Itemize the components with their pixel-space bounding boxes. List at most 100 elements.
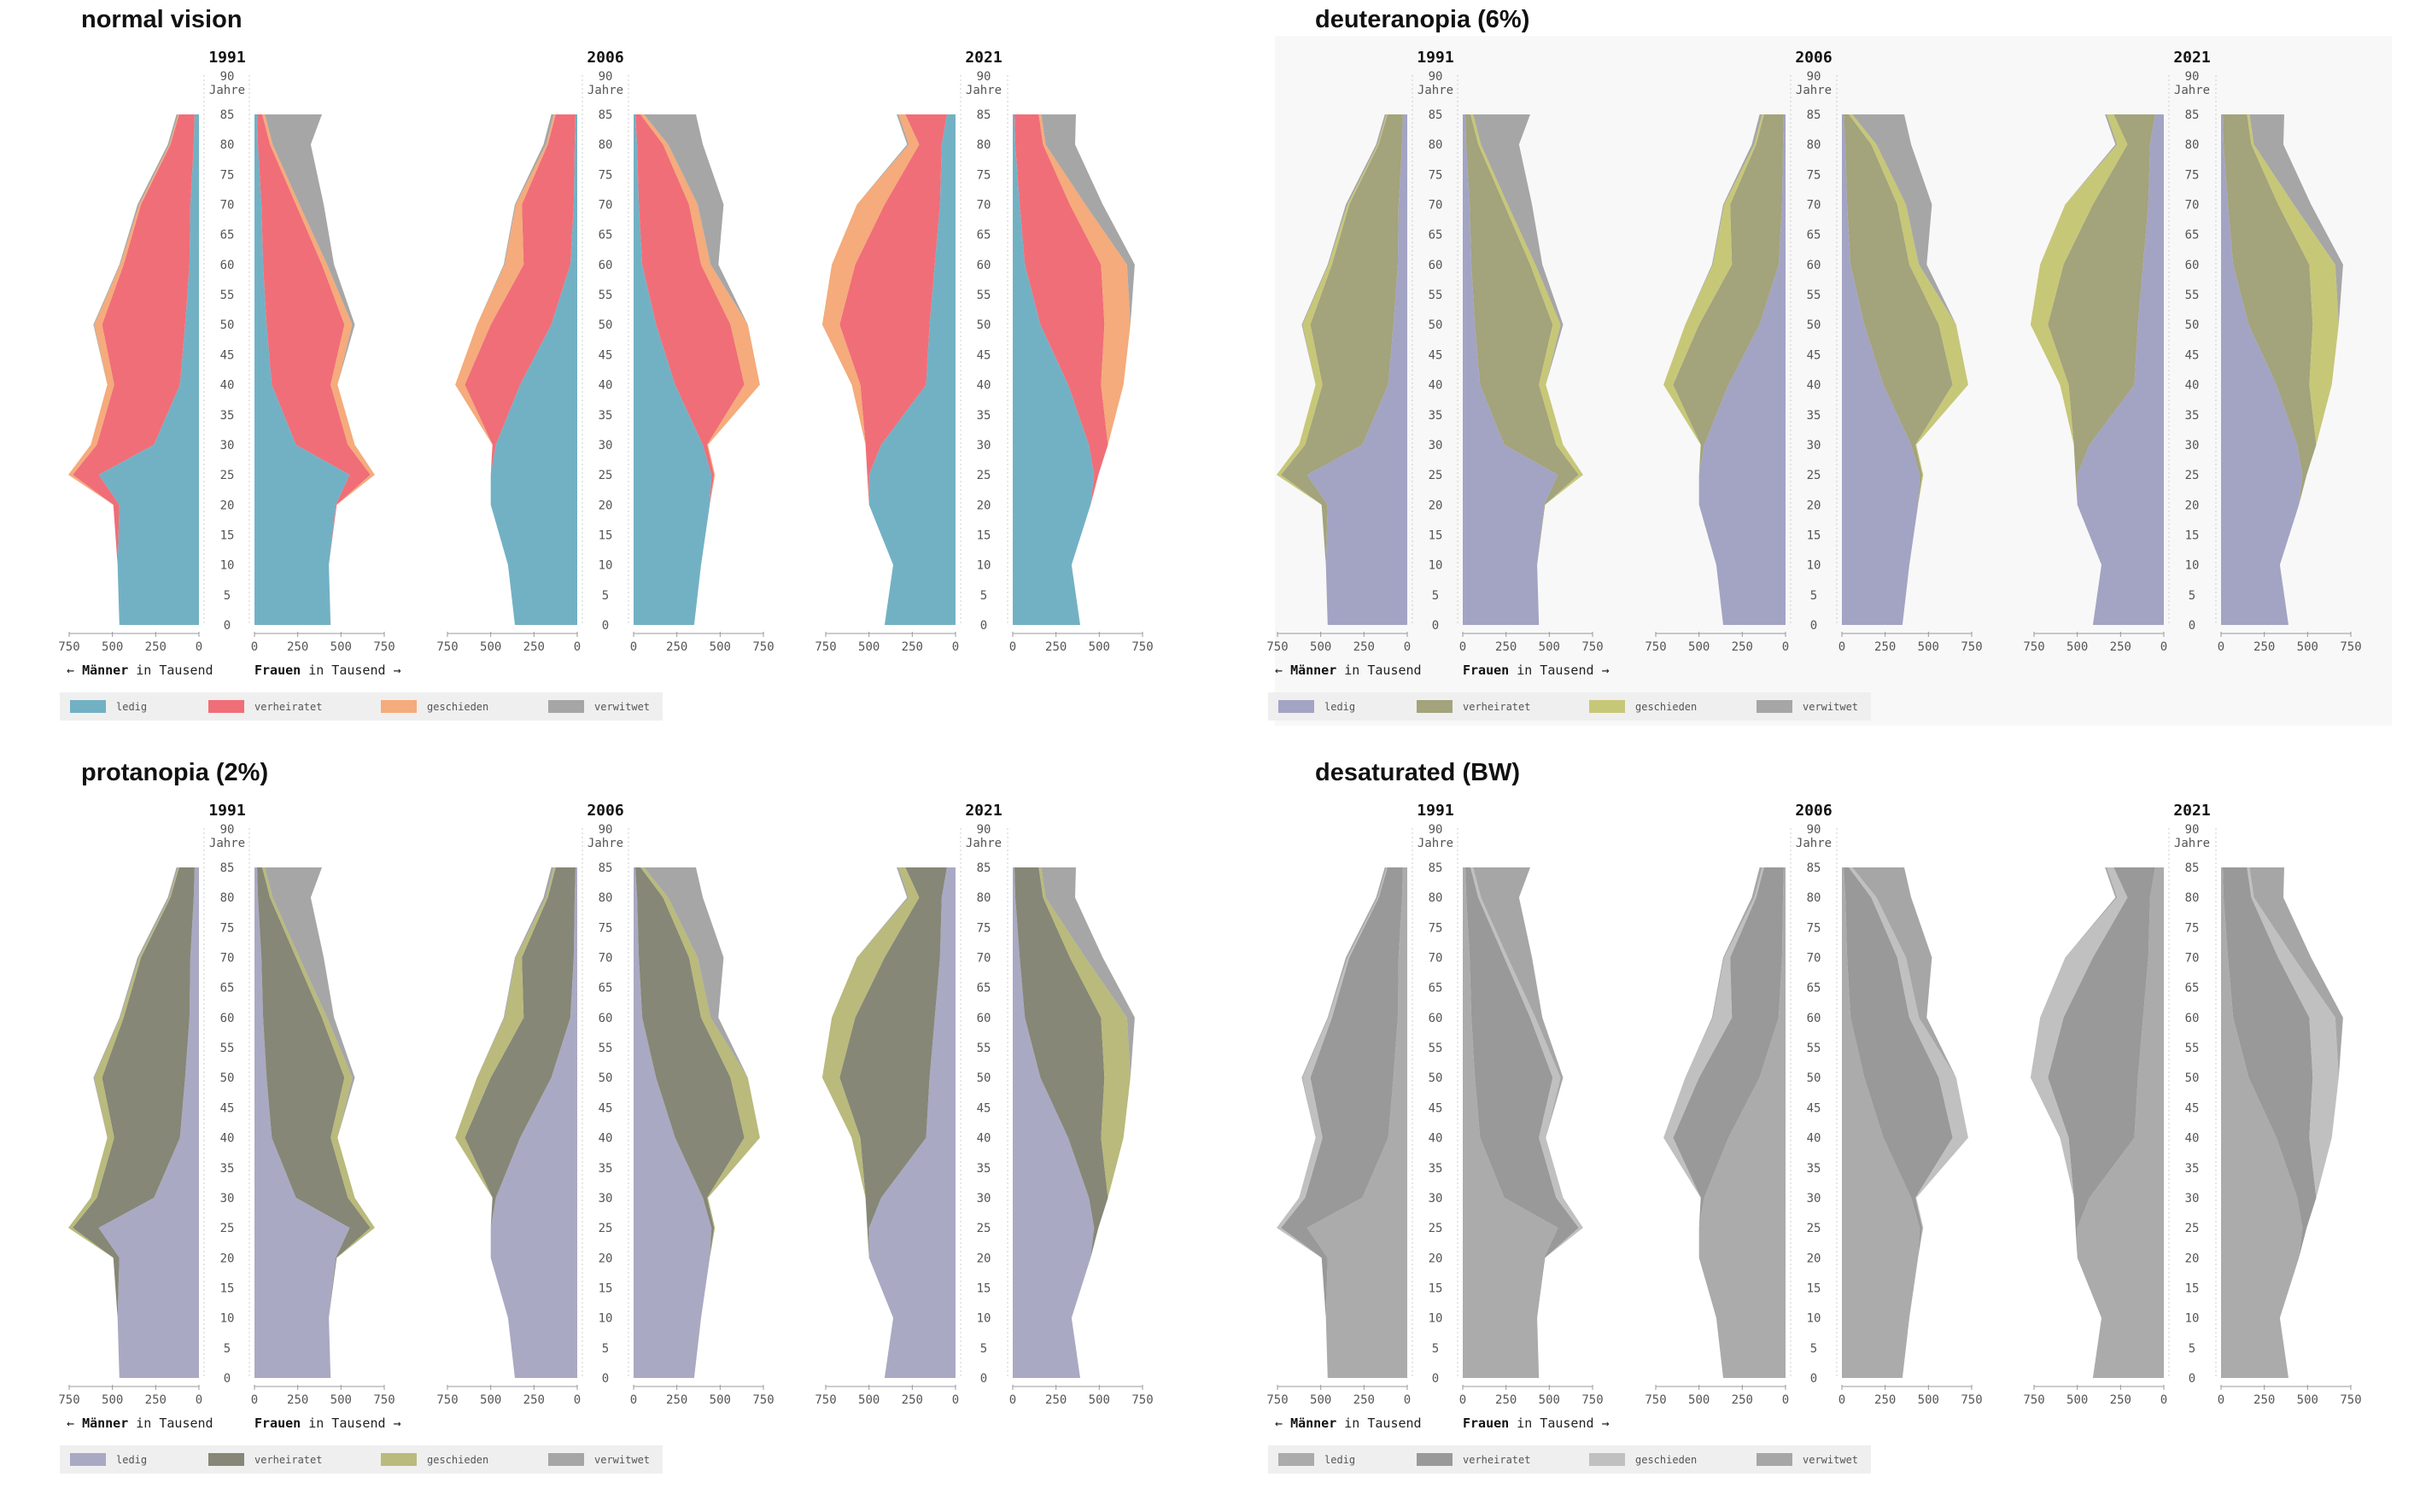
age-tick-label: 45: [977, 1101, 991, 1115]
legend-label-verheiratet: verheiratet: [1463, 1454, 1530, 1466]
x-tick-label: 250: [666, 1393, 687, 1407]
age-tick-label: 5: [1810, 589, 1817, 603]
x-tick-label: 0: [2218, 640, 2224, 654]
x-tick-label: 750: [1581, 1393, 1603, 1407]
women-unit: in Tausend: [1509, 1416, 1601, 1431]
x-tick-label: 250: [287, 640, 308, 654]
age-tick-label: 30: [599, 1192, 613, 1206]
age-tick-label: 0: [602, 619, 609, 633]
year-label: 2021: [2173, 802, 2210, 820]
age-tick-label: 75: [2185, 921, 2200, 935]
area-maenner-geschieden: [821, 114, 920, 625]
legend-swatch-geschieden: [1589, 1453, 1625, 1466]
age-tick-label: 15: [1807, 1281, 1821, 1295]
age-tick-label: 45: [1807, 1101, 1821, 1115]
age-tick-label: 25: [1807, 469, 1821, 482]
age-unit-label: Jahre: [966, 84, 1002, 97]
arrow-left-icon: ←: [67, 1416, 82, 1431]
age-tick-label: 30: [977, 439, 991, 452]
pyramid-2006: 2006 750 500 250 0 0 250 500 750 0 5 10 15 20 25 30 35 40…: [1645, 49, 1982, 654]
area-maenner-ledig: [98, 114, 199, 625]
men-axis-caption: ← Männer in Tausend: [1275, 663, 1422, 678]
area-maenner-ledig: [1306, 114, 1407, 625]
age-tick-label: 85: [1807, 861, 1821, 875]
x-tick-label: 250: [2253, 640, 2275, 654]
age-tick-label: 30: [2185, 439, 2200, 452]
age-tick-label: 30: [220, 439, 235, 452]
women-unit: in Tausend: [301, 663, 393, 678]
age-tick-label: 55: [1807, 289, 1821, 302]
year-label: 1991: [208, 802, 245, 820]
area-maenner-verheiratet: [1673, 114, 1784, 625]
age-tick-label: 10: [220, 1312, 235, 1326]
age-tick-label: 65: [977, 982, 991, 995]
age-tick-label: 75: [220, 921, 235, 935]
age-tick-label: 55: [599, 1042, 613, 1055]
age-tick-label: 70: [977, 952, 991, 966]
legend-label-ledig: ledig: [1324, 1454, 1355, 1466]
area-maenner-verheiratet: [1673, 867, 1784, 1378]
area-maenner-ledig: [98, 867, 199, 1378]
area-frauen-verheiratet: [635, 867, 745, 1378]
age-tick-label: 50: [1807, 1071, 1821, 1085]
x-tick-label: 0: [1459, 640, 1466, 654]
age-tick-label: 70: [220, 952, 235, 966]
age-tick-label: 85: [977, 108, 991, 122]
age-tick-label: 70: [2185, 952, 2200, 966]
age-tick-label: 85: [1429, 108, 1443, 122]
arrow-right-icon: →: [1602, 663, 1610, 678]
age-tick-label: 70: [599, 952, 613, 966]
legend-label-verwitwet: verwitwet: [1803, 701, 1858, 713]
age-tick-label: 45: [599, 1101, 613, 1115]
x-tick-label: 750: [1581, 640, 1603, 654]
age-tick-label: 0: [1810, 1372, 1817, 1386]
legend: ledig verheiratet geschieden verwitwet: [1268, 1445, 1871, 1474]
women-axis-caption: Frauen in Tausend →: [254, 663, 401, 678]
legend-label-ledig: ledig: [116, 1454, 147, 1466]
age-tick-label: 5: [1432, 589, 1439, 603]
age-tick-label: 50: [2185, 318, 2200, 332]
pyramid-1991: 1991 750 500 250 0 0 250 500 750 0 5 10 15 20 25 30 35 40…: [58, 49, 395, 654]
x-tick-label: 500: [2297, 640, 2318, 654]
age-tick-label: 10: [977, 559, 991, 573]
age-tick-label: 5: [224, 1342, 231, 1356]
women-axis-caption: Frauen in Tausend →: [1463, 663, 1610, 678]
age-tick-label: 60: [2185, 259, 2200, 272]
area-frauen-verwitwet: [1473, 867, 1583, 1378]
age-tick-label: 15: [220, 1281, 235, 1295]
age-tick-label: 20: [977, 1252, 991, 1265]
age-tick-label: 75: [977, 168, 991, 182]
x-tick-label: 250: [902, 1393, 923, 1407]
area-frauen-verwitwet: [1852, 867, 1968, 1378]
age-tick-label: 15: [599, 528, 613, 542]
x-tick-label: 750: [2340, 640, 2361, 654]
age-tick-label: 50: [977, 1071, 991, 1085]
legend-swatch-ledig: [1278, 700, 1314, 713]
x-tick-label: 500: [1918, 640, 1939, 654]
area-frauen-ledig: [1013, 114, 1095, 625]
age-tick-label: 75: [2185, 168, 2200, 182]
area-frauen-verheiratet: [1844, 867, 1953, 1378]
age-tick-label: 45: [1429, 1101, 1443, 1115]
area-maenner-ledig: [490, 867, 577, 1378]
age-unit-label: Jahre: [587, 84, 623, 97]
age-tick-label: 40: [977, 379, 991, 393]
x-tick-label: 500: [2297, 1393, 2318, 1407]
x-tick-label: 750: [1266, 1393, 1288, 1407]
age-tick-label: 90: [2185, 823, 2200, 837]
area-frauen-ledig: [1842, 867, 1920, 1378]
age-tick-label: 55: [1807, 1042, 1821, 1055]
x-tick-label: 750: [1961, 1393, 1982, 1407]
age-tick-label: 20: [599, 499, 613, 512]
x-tick-label: 750: [752, 640, 774, 654]
x-tick-label: 500: [480, 1393, 501, 1407]
age-tick-label: 70: [1429, 199, 1443, 213]
age-tick-label: 60: [1807, 259, 1821, 272]
age-tick-label: 30: [977, 1192, 991, 1206]
age-tick-label: 45: [977, 348, 991, 362]
area-frauen-verheiratet: [1465, 867, 1579, 1378]
age-tick-label: 70: [599, 199, 613, 213]
age-tick-label: 65: [599, 229, 613, 242]
age-tick-label: 75: [1807, 168, 1821, 182]
